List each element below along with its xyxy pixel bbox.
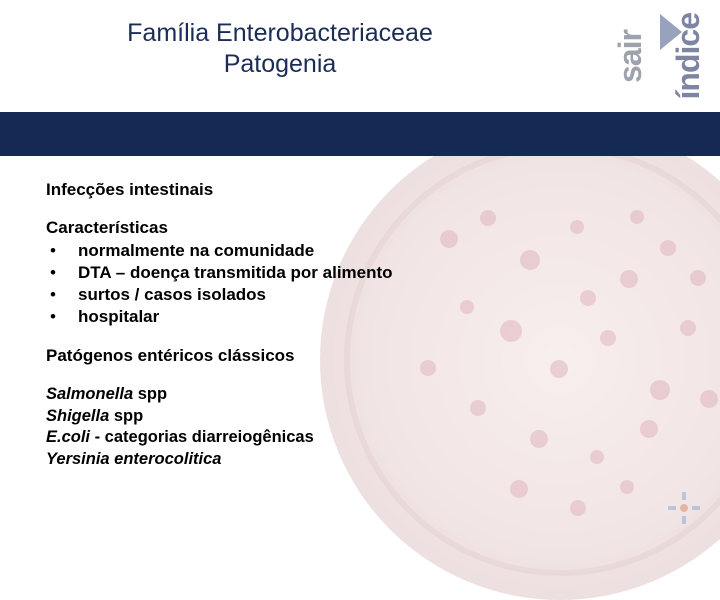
blue-divider-strip (0, 112, 720, 156)
colony-dot (690, 270, 706, 286)
corner-logo (666, 490, 702, 526)
colony-dot (700, 390, 718, 408)
pathogen-rest: spp (109, 407, 143, 425)
exit-button[interactable]: sair (606, 6, 654, 106)
colony-dot (570, 500, 586, 516)
title-line-1: Família Enterobacteriaceae (0, 18, 560, 49)
section-heading-infections: Infecções intestinais (46, 180, 666, 200)
characteristics-heading: Características (46, 218, 666, 238)
pathogens-heading: Patógenos entéricos clássicos (46, 346, 666, 366)
colony-dot (620, 480, 634, 494)
pathogen-genus: Yersinia enterocolitica (46, 450, 221, 468)
content-area: Infecções intestinais Características no… (46, 180, 666, 470)
characteristics-item: normalmente na comunidade (46, 240, 666, 262)
characteristics-item: hospitalar (46, 306, 666, 328)
colony-dot (510, 480, 528, 498)
characteristics-item: surtos / casos isolados (46, 284, 666, 306)
pathogen-item: Salmonella spp (46, 384, 666, 405)
pathogen-rest: spp (133, 385, 167, 403)
index-label: índice (670, 13, 707, 99)
pathogen-genus: E.coli (46, 428, 90, 446)
pathogen-genus: Shigella (46, 407, 109, 425)
slide-title: Família Enterobacteriaceae Patogenia (0, 18, 560, 81)
exit-label: sair (612, 30, 649, 83)
pathogen-genus: Salmonella (46, 385, 133, 403)
characteristics-item: DTA – doença transmitida por alimento (46, 262, 666, 284)
title-line-2: Patogenia (0, 49, 560, 80)
pathogens-list: Salmonella sppShigella sppE.coli - categ… (46, 384, 666, 470)
colony-dot (680, 320, 696, 336)
pathogen-item: Shigella spp (46, 406, 666, 427)
pathogen-rest: - categorias diarreiogênicas (90, 428, 314, 446)
pathogen-item: Yersinia enterocolitica (46, 449, 666, 470)
index-button[interactable]: índice (664, 6, 712, 106)
characteristics-list: normalmente na comunidadeDTA – doença tr… (46, 240, 666, 328)
pathogen-item: E.coli - categorias diarreiogênicas (46, 427, 666, 448)
